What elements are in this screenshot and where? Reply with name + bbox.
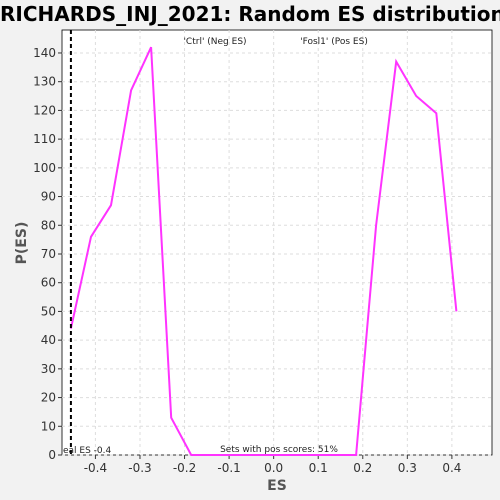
- axis-ticks: 0 10 20 30 40 50 60 70 80 90 100 110 120 130 140 -0.4 -0…: [33, 46, 461, 475]
- x-tick-label: 0.1: [309, 461, 328, 475]
- x-tick-label: 0.2: [353, 461, 372, 475]
- x-tick-label: 0.4: [442, 461, 461, 475]
- y-tick-label: 110: [33, 132, 56, 146]
- plot-area: [61, 29, 493, 456]
- y-tick-label: 70: [41, 247, 56, 261]
- y-tick-label: 30: [41, 362, 56, 376]
- x-tick-label: -0.2: [173, 461, 196, 475]
- y-tick-label: 0: [48, 448, 56, 462]
- y-tick-label: 80: [41, 218, 56, 232]
- x-tick-label: -0.3: [128, 461, 151, 475]
- y-tick-label: 50: [41, 304, 56, 318]
- real-es-label: eal ES -0.4: [63, 446, 112, 456]
- neg-es-label: 'Ctrl' (Neg ES): [183, 37, 246, 47]
- y-tick-label: 140: [33, 46, 56, 60]
- y-tick-label: 10: [41, 419, 56, 433]
- x-tick-label: 0.0: [264, 461, 283, 475]
- y-tick-label: 20: [41, 391, 56, 405]
- y-tick-label: 100: [33, 161, 56, 175]
- y-tick-label: 40: [41, 333, 56, 347]
- y-tick-label: 60: [41, 276, 56, 290]
- pos-es-label: 'Fosl1' (Pos ES): [300, 37, 368, 47]
- chart-title: RICHARDS_INJ_2021: Random ES distributio…: [0, 2, 500, 26]
- series-layer: [69, 46, 458, 456]
- series-line: [69, 46, 458, 456]
- y-axis-title: P(ES): [14, 222, 30, 265]
- x-tick-label: 0.3: [398, 461, 417, 475]
- y-tick-label: 120: [33, 103, 56, 117]
- x-axis-title: ES: [267, 478, 287, 494]
- grid: [62, 30, 492, 456]
- y-tick-label: 90: [41, 190, 56, 204]
- x-tick-label: -0.4: [84, 461, 107, 475]
- y-tick-label: 130: [33, 75, 56, 89]
- x-tick-label: -0.1: [217, 461, 240, 475]
- pos-scores-note: Sets with pos scores: 51%: [220, 445, 338, 455]
